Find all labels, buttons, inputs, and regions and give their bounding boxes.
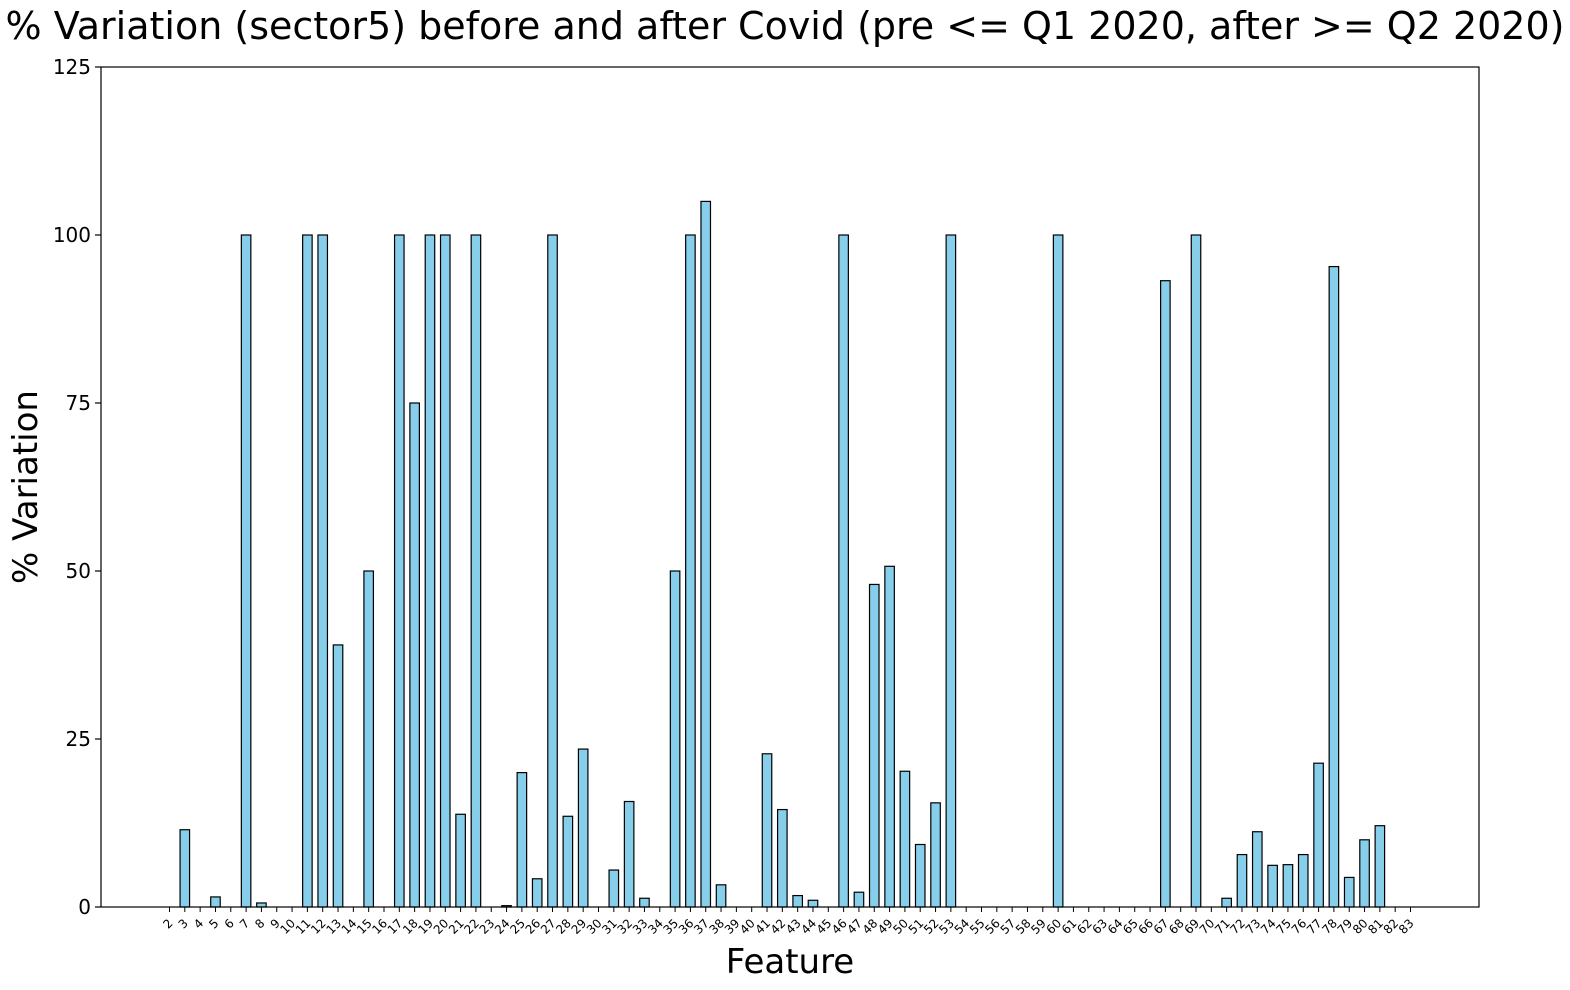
bar-feature-81 [1374, 825, 1386, 908]
bar-feature-67 [1160, 280, 1171, 908]
bar-feature-8 [256, 902, 267, 908]
bar-feature-25 [516, 771, 528, 908]
bar-feature-11 [302, 234, 313, 908]
y-axis: 0 25 50 75 100 125 [53, 55, 101, 919]
bar-feature-28 [562, 815, 574, 908]
bar-feature-27 [547, 234, 558, 908]
y-tick-label: 25 [66, 727, 91, 751]
x-tick-label: 6 [222, 916, 237, 931]
bar-feature-42 [776, 808, 788, 908]
bar-feature-41 [761, 753, 773, 908]
bar-feature-75 [1282, 864, 1294, 908]
bar-feature-80 [1359, 839, 1370, 908]
bar-feature-7 [240, 234, 252, 908]
bar-feature-19 [424, 234, 436, 908]
bar-feature-76 [1297, 853, 1309, 908]
x-tick-label: 5 [206, 916, 221, 931]
bar-feature-33 [639, 897, 650, 908]
x-tick-label: 3 [176, 916, 191, 931]
bar-feature-5 [210, 896, 221, 908]
bar-feature-48 [868, 583, 880, 908]
bar-feature-17 [393, 234, 405, 908]
bar-feature-51 [914, 843, 926, 908]
x-tick-label: 7 [237, 916, 252, 931]
bar-feature-50 [899, 770, 911, 908]
plot-area-frame [100, 66, 1480, 908]
y-tick-label: 0 [78, 895, 91, 919]
bar-feature-3 [179, 829, 191, 908]
bar-feature-31 [608, 869, 620, 908]
bar-feature-29 [577, 748, 589, 908]
bar-feature-77 [1313, 762, 1324, 908]
bar-feature-46 [838, 234, 849, 908]
bar-feature-37 [700, 200, 712, 908]
y-tick-label: 125 [53, 55, 91, 79]
bar-feature-74 [1267, 864, 1278, 908]
bar-feature-20 [439, 234, 451, 908]
x-axis-label: Feature [726, 942, 854, 982]
y-axis-label: % Variation [6, 390, 46, 584]
bar-feature-73 [1251, 831, 1263, 908]
bar-feature-60 [1052, 234, 1064, 908]
bar-feature-79 [1343, 876, 1355, 908]
y-tick-label: 50 [66, 559, 91, 583]
bar-feature-22 [470, 234, 482, 908]
bar-feature-52 [930, 802, 941, 908]
bar-feature-72 [1236, 853, 1248, 908]
bar-feature-38 [715, 884, 727, 908]
bar-feature-15 [363, 570, 375, 908]
x-tick-label: 4 [191, 916, 206, 931]
y-tick-label: 100 [53, 223, 91, 247]
bar-feature-47 [853, 891, 865, 908]
bar-feature-21 [455, 813, 466, 908]
x-axis: 2 3 4 5 6 7 8 910111213141516171819202122232425… [160, 907, 1417, 937]
bar-feature-44 [807, 899, 819, 908]
x-tick-label: 83 [1396, 916, 1417, 937]
bar-feature-49 [884, 565, 895, 908]
x-tick-label: 8 [252, 916, 267, 931]
chart-title: % Variation (sector5) before and after C… [5, 4, 1565, 48]
bar-feature-43 [792, 894, 804, 908]
x-tick-label: 2 [160, 916, 175, 931]
bars-layer [179, 200, 1386, 908]
bar-feature-69 [1190, 234, 1202, 908]
bar-feature-71 [1221, 897, 1233, 908]
bar-feature-36 [685, 234, 696, 908]
bar-feature-53 [945, 234, 957, 908]
bar-feature-26 [531, 878, 543, 908]
bar-feature-12 [317, 234, 329, 908]
bar-feature-13 [332, 644, 344, 908]
bar-feature-35 [669, 570, 681, 908]
bar-feature-18 [409, 402, 420, 908]
y-tick-label: 75 [66, 391, 91, 415]
bar-feature-78 [1328, 265, 1340, 908]
bar-feature-32 [623, 800, 635, 908]
